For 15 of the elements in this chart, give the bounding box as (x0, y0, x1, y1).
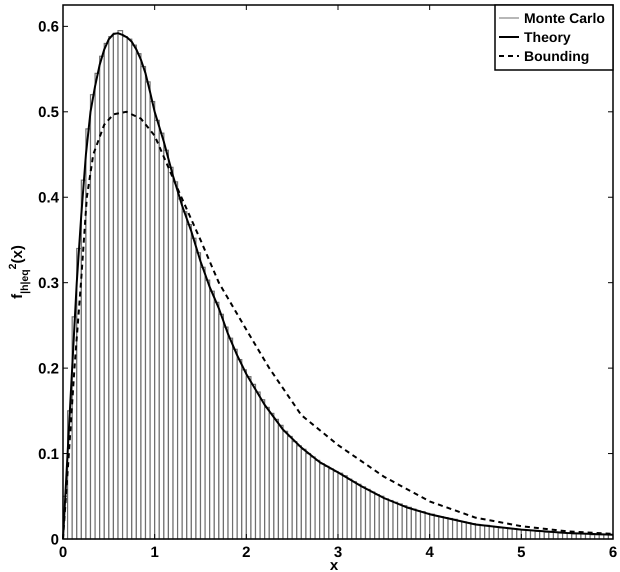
legend-label: Theory (524, 28, 571, 45)
x-tick-label: 1 (150, 544, 159, 561)
y-tick-label: 0.1 (38, 446, 59, 463)
y-tick-label: 0.3 (38, 274, 59, 292)
y-tick-label: 0.2 (38, 360, 59, 378)
x-tick-label: 5 (517, 544, 526, 561)
legend-label: Monte Carlo (524, 10, 605, 26)
x-tick-label: 4 (425, 544, 434, 561)
x-tick-label: 6 (608, 544, 618, 561)
legend-label: Bounding (524, 48, 590, 64)
x-tick-label: 2 (242, 544, 251, 561)
y-tick-label: 0.6 (38, 18, 59, 36)
y-tick-label: 0.4 (38, 189, 60, 206)
y-tick-label: 0.5 (38, 104, 59, 122)
y-tick-label: 0 (50, 531, 59, 548)
